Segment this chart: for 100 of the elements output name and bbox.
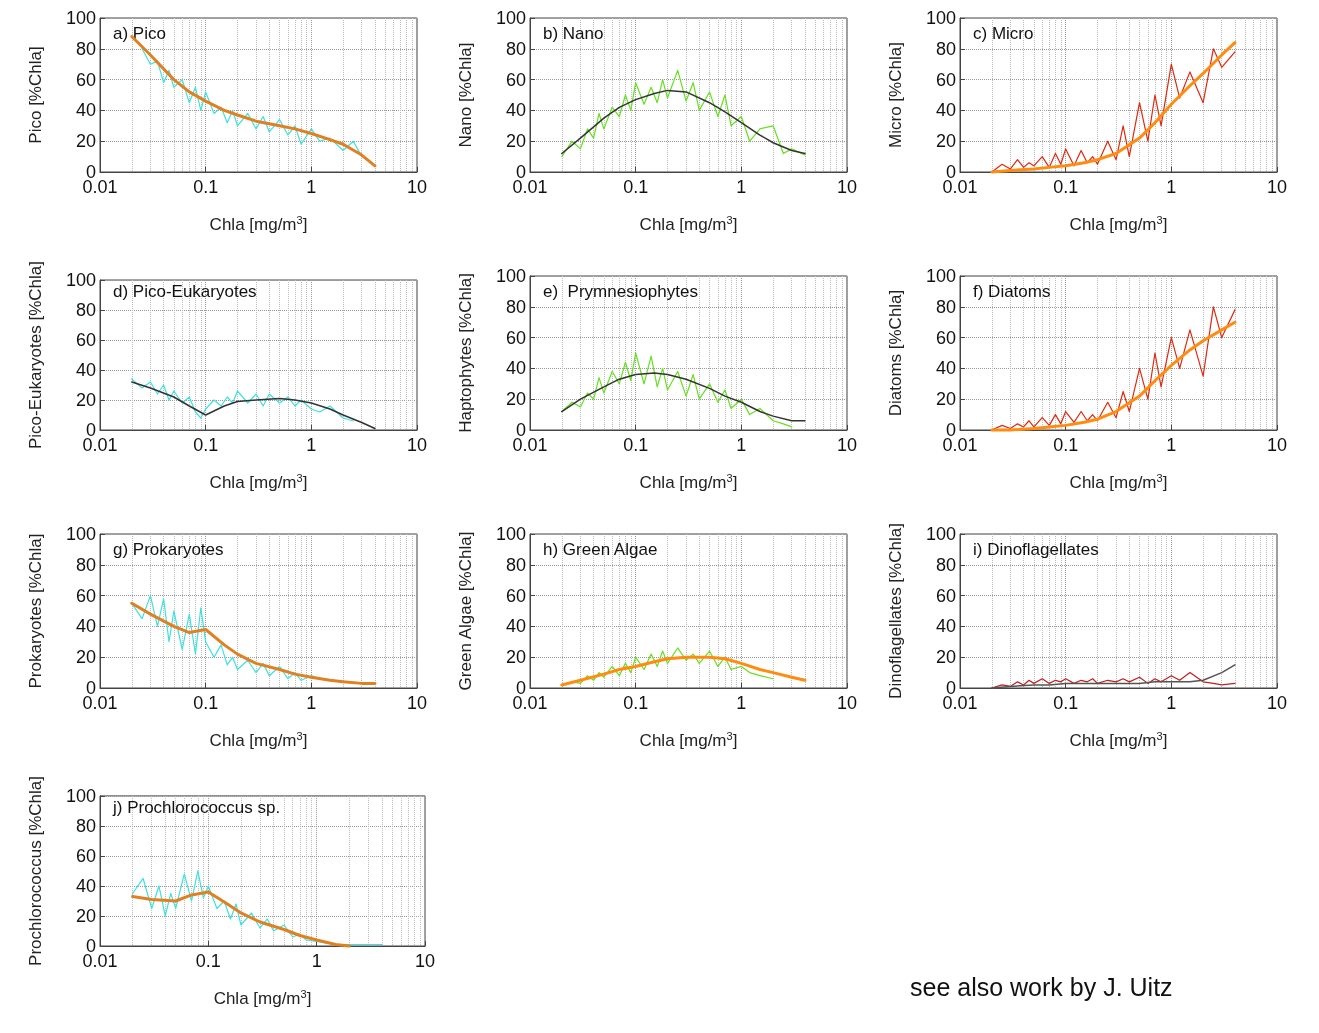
x-tick-label: 0.1 <box>623 693 649 713</box>
y-tick-label: 20 <box>75 131 96 152</box>
x-tick-label: 0.1 <box>193 435 219 455</box>
x-tick-label: 10 <box>836 693 857 713</box>
y-tick-label: 20 <box>505 389 526 410</box>
y-axis-title: Green Algae [%Chla] <box>456 531 475 691</box>
x-tick-label: 10 <box>1266 177 1287 197</box>
y-tick-label: 40 <box>75 100 96 121</box>
x-tick-label: 0.1 <box>193 693 219 713</box>
y-axis-title: Diatoms [%Chla] <box>886 289 905 417</box>
y-axis-title: Dinoflagellates [%Chla] <box>886 523 905 699</box>
y-tick-label: 40 <box>935 616 956 637</box>
chart-title: h) Green Algae <box>543 540 658 559</box>
x-tick-label: 0.01 <box>82 177 118 197</box>
y-tick-label: 40 <box>75 616 96 637</box>
y-tick-label: 40 <box>935 100 956 121</box>
chart-title: j) Prochlorococcus sp. <box>112 798 281 817</box>
y-tick-label: 80 <box>75 815 96 836</box>
x-tick-label: 10 <box>406 177 427 197</box>
y-tick-label: 20 <box>75 905 96 926</box>
x-tick-label: 0.01 <box>82 435 118 455</box>
y-tick-label: 80 <box>935 554 956 575</box>
y-tick-label: 40 <box>505 100 526 121</box>
x-tick-label: 1 <box>736 177 747 197</box>
x-tick-label: 1 <box>306 435 317 455</box>
y-tick-label: 20 <box>935 389 956 410</box>
x-tick-label: 0.1 <box>623 435 649 455</box>
x-tick-label: 0.01 <box>512 177 548 197</box>
x-tick-label: 0.01 <box>942 435 978 455</box>
x-tick-label: 0.1 <box>193 177 219 197</box>
y-tick-label: 100 <box>495 8 526 28</box>
x-tick-label: 10 <box>836 177 857 197</box>
y-tick-label: 60 <box>505 327 526 348</box>
y-tick-label: 80 <box>75 38 96 59</box>
y-tick-label: 80 <box>505 296 526 317</box>
y-tick-label: 100 <box>65 524 96 544</box>
y-tick-label: 40 <box>505 616 526 637</box>
y-tick-label: 60 <box>75 585 96 606</box>
x-tick-label: 10 <box>406 693 427 713</box>
y-tick-label: 100 <box>925 266 956 286</box>
chart-title: b) Nano <box>543 24 604 43</box>
y-tick-label: 40 <box>75 360 96 381</box>
y-tick-label: 100 <box>925 8 956 28</box>
y-tick-label: 60 <box>505 69 526 90</box>
x-tick-label: 10 <box>406 435 427 455</box>
y-axis-title: Nano [%Chla] <box>456 42 475 148</box>
chart-title: d) Pico-Eukaryotes <box>113 282 257 301</box>
x-tick-label: 0.1 <box>1053 693 1079 713</box>
y-tick-label: 40 <box>505 358 526 379</box>
y-tick-label: 40 <box>75 875 96 896</box>
x-tick-label: 1 <box>736 693 747 713</box>
y-tick-label: 100 <box>65 8 96 28</box>
y-tick-label: 20 <box>935 131 956 152</box>
x-tick-label: 0.01 <box>942 177 978 197</box>
x-tick-label: 0.01 <box>82 693 118 713</box>
text: see also work by J. Uitz <box>910 972 1173 1001</box>
y-tick-label: 100 <box>65 785 96 806</box>
y-tick-label: 60 <box>75 845 96 866</box>
y-tick-label: 80 <box>505 554 526 575</box>
y-tick-label: 80 <box>935 296 956 317</box>
y-tick-label: 100 <box>495 266 526 286</box>
y-axis-title: Pico [%Chla] <box>26 46 45 144</box>
y-axis-title: Prokaryotes [%Chla] <box>26 533 45 689</box>
y-tick-label: 80 <box>505 38 526 59</box>
x-tick-label: 1 <box>736 435 747 455</box>
y-tick-label: 60 <box>935 585 956 606</box>
x-tick-label: 0.1 <box>623 177 649 197</box>
y-axis-title: Prochlorococcus [%Chla] <box>26 776 45 966</box>
x-tick-label: 0.1 <box>1053 435 1079 455</box>
x-tick-label: 0.1 <box>1053 177 1079 197</box>
x-tick-label: 1 <box>311 951 322 971</box>
y-tick-label: 20 <box>75 390 96 410</box>
y-tick-label: 80 <box>935 38 956 59</box>
y-tick-label: 80 <box>75 300 96 321</box>
x-tick-label: 0.01 <box>82 951 118 971</box>
y-axis-title: Haptophytes [%Chla] <box>456 273 475 433</box>
chart-title: g) Prokaryotes <box>113 540 224 559</box>
x-tick-label: 0.01 <box>512 693 548 713</box>
y-tick-label: 20 <box>505 647 526 668</box>
x-tick-label: 10 <box>836 435 857 455</box>
y-tick-label: 20 <box>505 131 526 152</box>
x-tick-label: 0.01 <box>942 693 978 713</box>
y-tick-label: 20 <box>75 647 96 668</box>
x-tick-label: 10 <box>414 951 436 971</box>
y-tick-label: 100 <box>65 270 96 291</box>
y-tick-label: 40 <box>935 358 956 379</box>
y-tick-label: 60 <box>75 69 96 90</box>
x-tick-label: 0.1 <box>195 951 221 971</box>
x-tick-label: 1 <box>1166 693 1177 713</box>
chart-title: e) Prymnesiophytes <box>543 282 698 301</box>
y-tick-label: 100 <box>925 524 956 544</box>
y-tick-label: 60 <box>505 585 526 606</box>
chart-title: f) Diatoms <box>973 282 1051 301</box>
y-tick-label: 60 <box>935 69 956 90</box>
x-tick-label: 10 <box>1266 693 1287 713</box>
x-tick-label: 1 <box>306 693 317 713</box>
y-tick-label: 20 <box>935 647 956 668</box>
x-tick-label: 1 <box>306 177 317 197</box>
y-tick-label: 60 <box>75 330 96 351</box>
y-axis-title: Micro [%Chla] <box>886 42 905 148</box>
